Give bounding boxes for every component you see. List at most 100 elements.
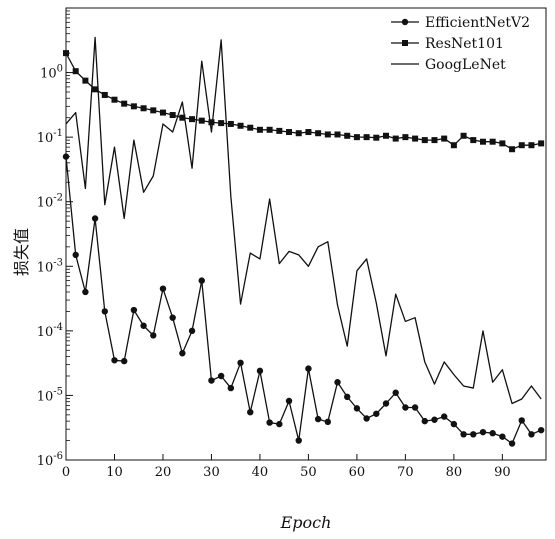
data-point	[227, 384, 235, 392]
data-point	[256, 367, 264, 375]
data-point	[91, 215, 99, 222]
y-tick-label: 100	[40, 64, 63, 82]
data-point	[402, 404, 409, 411]
data-point	[450, 142, 457, 149]
series-layer	[62, 36, 545, 447]
data-point	[460, 132, 467, 139]
plot-area	[65, 7, 547, 461]
data-point	[130, 306, 138, 314]
data-point	[440, 413, 448, 420]
y-axis-title: 损失值	[12, 228, 31, 276]
data-point	[499, 433, 506, 440]
data-point	[227, 120, 234, 127]
legend-item: GoogLeNet	[391, 57, 506, 73]
data-point	[509, 146, 516, 153]
data-point	[130, 103, 137, 110]
y-tick-label: 10-6	[37, 451, 63, 469]
data-point	[198, 117, 205, 124]
data-point	[508, 440, 516, 447]
data-point	[295, 130, 302, 137]
axes: 0 10 20 30 40 50 60 70 80 90 10-6 10-5 10-4 10-3 10-2 1…	[37, 10, 511, 480]
x-tick-label: 70	[397, 465, 414, 480]
data-point	[518, 142, 525, 149]
data-point	[421, 417, 428, 425]
data-point	[314, 415, 322, 423]
legend-marker	[402, 40, 408, 46]
data-point	[72, 251, 79, 259]
x-tick-label: 90	[494, 465, 511, 480]
data-point	[353, 134, 360, 141]
y-tick-label: 10-1	[37, 128, 63, 146]
data-point	[470, 431, 477, 438]
data-point	[334, 379, 341, 386]
data-point	[198, 277, 205, 284]
legend-label: ResNet101	[425, 36, 504, 52]
x-tick-label: 30	[203, 465, 220, 480]
data-point	[344, 132, 351, 139]
data-point	[188, 327, 196, 335]
data-point	[179, 350, 186, 357]
data-point	[111, 96, 118, 103]
data-point	[305, 365, 312, 372]
x-tick-label: 50	[300, 465, 317, 480]
data-point	[208, 119, 215, 126]
data-point	[460, 431, 467, 438]
data-point	[538, 140, 545, 147]
data-point	[353, 405, 361, 412]
data-point	[208, 377, 215, 384]
data-point	[479, 138, 486, 145]
series-line	[65, 36, 542, 405]
data-point	[499, 140, 506, 147]
legend-item: ResNet101	[391, 36, 504, 52]
data-point	[218, 120, 225, 127]
data-point	[247, 124, 254, 131]
data-point	[63, 50, 69, 57]
data-point	[276, 420, 283, 428]
data-point	[363, 134, 370, 141]
series-resnet101	[63, 50, 545, 153]
plot-frame	[65, 7, 547, 461]
data-point	[528, 142, 535, 149]
data-point	[421, 137, 428, 144]
legend: EfficientNetV2 ResNet101 GoogLeNet	[391, 15, 530, 73]
data-point	[179, 114, 186, 121]
data-point	[120, 357, 128, 365]
data-point	[334, 131, 341, 138]
data-point	[392, 389, 399, 396]
data-point	[295, 437, 302, 444]
data-point	[140, 322, 147, 329]
data-point	[315, 130, 322, 137]
y-tick-label: 10-2	[37, 193, 63, 211]
data-point	[412, 135, 419, 142]
x-axis-title: Epoch	[280, 513, 332, 532]
data-point	[392, 135, 399, 142]
data-point	[382, 400, 390, 407]
data-point	[159, 109, 166, 116]
data-point	[479, 428, 487, 436]
data-point	[441, 135, 448, 142]
data-point	[470, 137, 477, 144]
data-point	[62, 153, 70, 160]
data-point	[92, 86, 99, 93]
data-point	[82, 288, 89, 296]
y-tick-label: 10-3	[37, 257, 63, 275]
data-point	[111, 357, 118, 364]
series-efficientnetv2	[62, 153, 545, 447]
data-point	[72, 68, 79, 75]
data-point	[266, 419, 273, 426]
data-point	[373, 410, 380, 417]
y-tick-label: 10-5	[37, 386, 63, 404]
data-point	[305, 129, 312, 136]
data-point	[237, 359, 244, 367]
series-googlenet	[65, 36, 542, 405]
data-point	[518, 417, 525, 424]
x-tick-label: 20	[155, 465, 172, 480]
data-point	[411, 404, 419, 411]
data-point	[285, 397, 293, 405]
x-tick-label: 60	[349, 465, 366, 480]
data-point	[489, 138, 496, 145]
data-point	[217, 372, 225, 380]
data-point	[383, 132, 389, 139]
data-point	[101, 91, 108, 98]
